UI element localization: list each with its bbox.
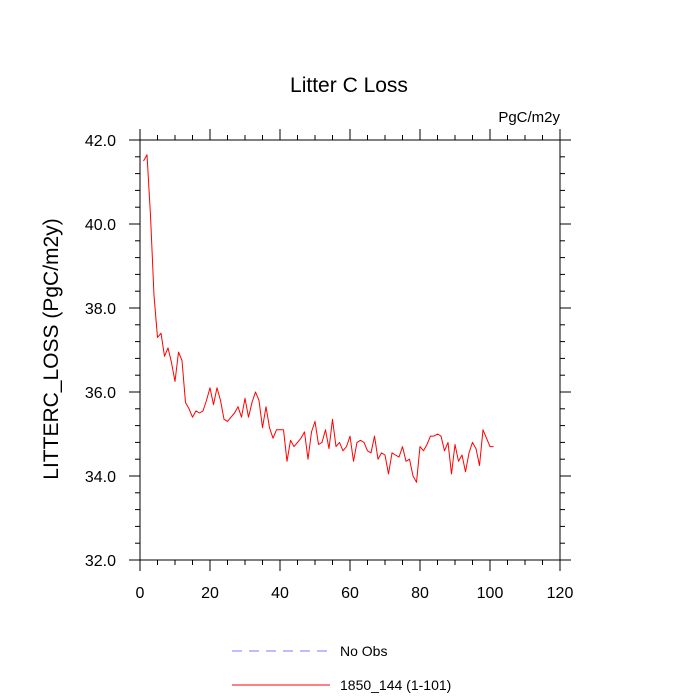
data-series [143,154,494,483]
y-tick-label: 42.0 [85,133,116,150]
x-tick-label: 0 [136,585,145,602]
plot-frame [139,139,561,561]
y-tick-label: 38.0 [85,301,116,318]
y-axis-label: LITTERC_LOSS (PgC/m2y) [40,218,63,479]
series-line [143,154,494,483]
x-tick-label: 100 [477,585,504,602]
y-tick-label: 34.0 [85,469,116,486]
tick-labels: 0 20 40 60 80 100 120 32.0 34.0 36.0 38.0 40.0 42.0 [85,133,574,602]
x-tick-label: 60 [341,585,359,602]
axis-ticks [129,129,571,571]
y-tick-label: 32.0 [85,553,116,570]
x-tick-label: 80 [411,585,429,602]
y-tick-label: 36.0 [85,385,116,402]
units-label: PgC/m2y [498,109,560,126]
x-tick-label: 20 [201,585,219,602]
legend-label-series: 1850_144 (1-101) [340,677,451,693]
x-tick-label: 40 [271,585,289,602]
y-tick-label: 40.0 [85,217,116,234]
x-tick-label: 120 [547,585,574,602]
legend: No Obs 1850_144 (1-101) [232,643,451,693]
chart-title: Litter C Loss [290,74,408,97]
legend-label-no-obs: No Obs [340,643,387,659]
